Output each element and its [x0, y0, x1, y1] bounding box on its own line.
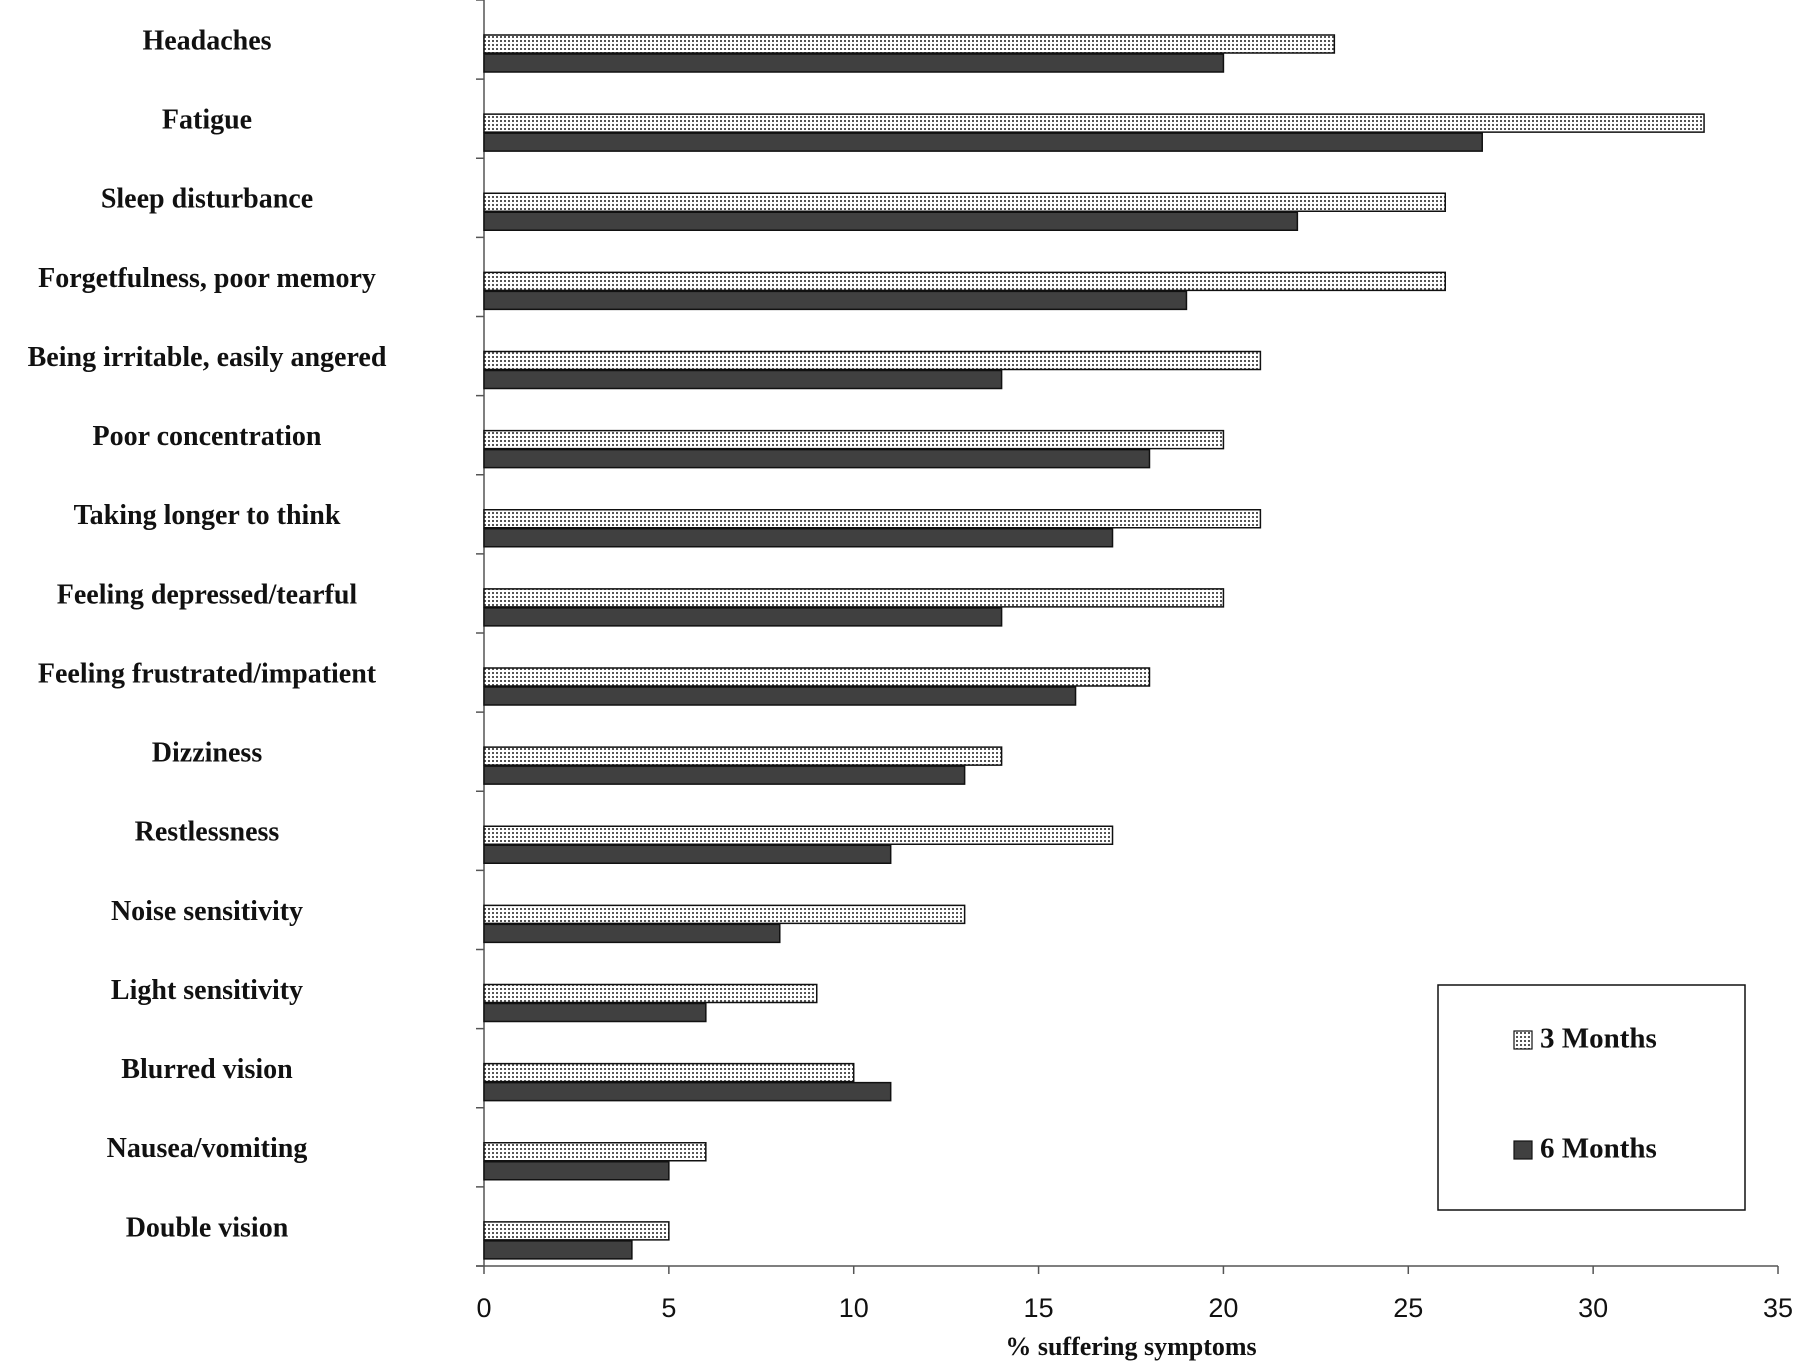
bar	[483, 746, 1003, 766]
bar	[483, 667, 1151, 687]
bar	[483, 350, 1262, 371]
x-tick-label: 0	[476, 1293, 491, 1323]
legend-swatch	[1513, 1030, 1533, 1050]
legend-label: 3 Months	[1540, 1023, 1657, 1055]
y-tick-label: Double vision	[126, 1212, 289, 1243]
y-tick-label: Feeling frustrated/impatient	[38, 658, 377, 689]
bar	[483, 271, 1447, 292]
y-tick-label: Forgetfulness, poor memory	[38, 263, 376, 294]
bar	[483, 1002, 707, 1023]
y-tick-label: Taking longer to think	[74, 500, 341, 531]
bar	[483, 1062, 855, 1083]
bar	[483, 765, 966, 785]
x-tick-label: 35	[1763, 1293, 1793, 1323]
legend-box	[1437, 984, 1746, 1211]
bar	[483, 192, 1447, 212]
x-tick-label: 20	[1208, 1293, 1238, 1323]
bar	[483, 1081, 892, 1102]
bar	[483, 429, 1225, 450]
x-tick-label: 25	[1393, 1293, 1423, 1323]
y-tick-label: Light sensitivity	[111, 975, 303, 1006]
y-tick-label: Dizziness	[152, 738, 263, 769]
bar	[483, 290, 1188, 311]
legend-swatch	[1513, 1140, 1533, 1160]
bar	[483, 923, 781, 944]
bar	[483, 448, 1151, 469]
y-tick-label: Fatigue	[162, 105, 252, 136]
bar	[483, 1161, 670, 1181]
bar	[483, 1240, 633, 1260]
y-tick-label: Nausea/vomiting	[107, 1133, 308, 1164]
legend-label: 6 Months	[1540, 1133, 1657, 1165]
bar	[483, 607, 1003, 627]
bar	[483, 53, 1225, 73]
y-tick-label: Being irritable, easily angered	[28, 342, 387, 373]
x-tick-label: 10	[839, 1293, 869, 1323]
bar	[483, 844, 892, 864]
bar	[483, 132, 1483, 152]
x-tick-label: 5	[661, 1293, 676, 1323]
y-tick-label: Headaches	[142, 25, 271, 56]
y-tick-label: Poor concentration	[93, 421, 322, 452]
bar	[483, 34, 1336, 54]
y-tick-label: Sleep disturbance	[101, 184, 313, 215]
x-tick-label: 15	[1024, 1293, 1054, 1323]
bar	[483, 983, 818, 1004]
y-tick-label: Blurred vision	[121, 1054, 293, 1085]
bar	[483, 211, 1299, 231]
bar	[483, 509, 1262, 529]
y-tick-label: Feeling depressed/tearful	[57, 579, 358, 610]
bar	[483, 588, 1225, 608]
bar	[483, 1221, 670, 1241]
x-tick-label: 30	[1578, 1293, 1608, 1323]
bar	[483, 1142, 707, 1162]
bar	[483, 904, 966, 925]
y-tick-label: Noise sensitivity	[111, 896, 303, 927]
bar	[483, 528, 1114, 548]
bar	[483, 825, 1114, 845]
bar	[483, 113, 1705, 133]
x-axis-label: % suffering symptoms	[1005, 1332, 1256, 1361]
bar	[483, 686, 1077, 706]
y-tick-label: Restlessness	[135, 817, 280, 848]
bar	[483, 369, 1003, 390]
